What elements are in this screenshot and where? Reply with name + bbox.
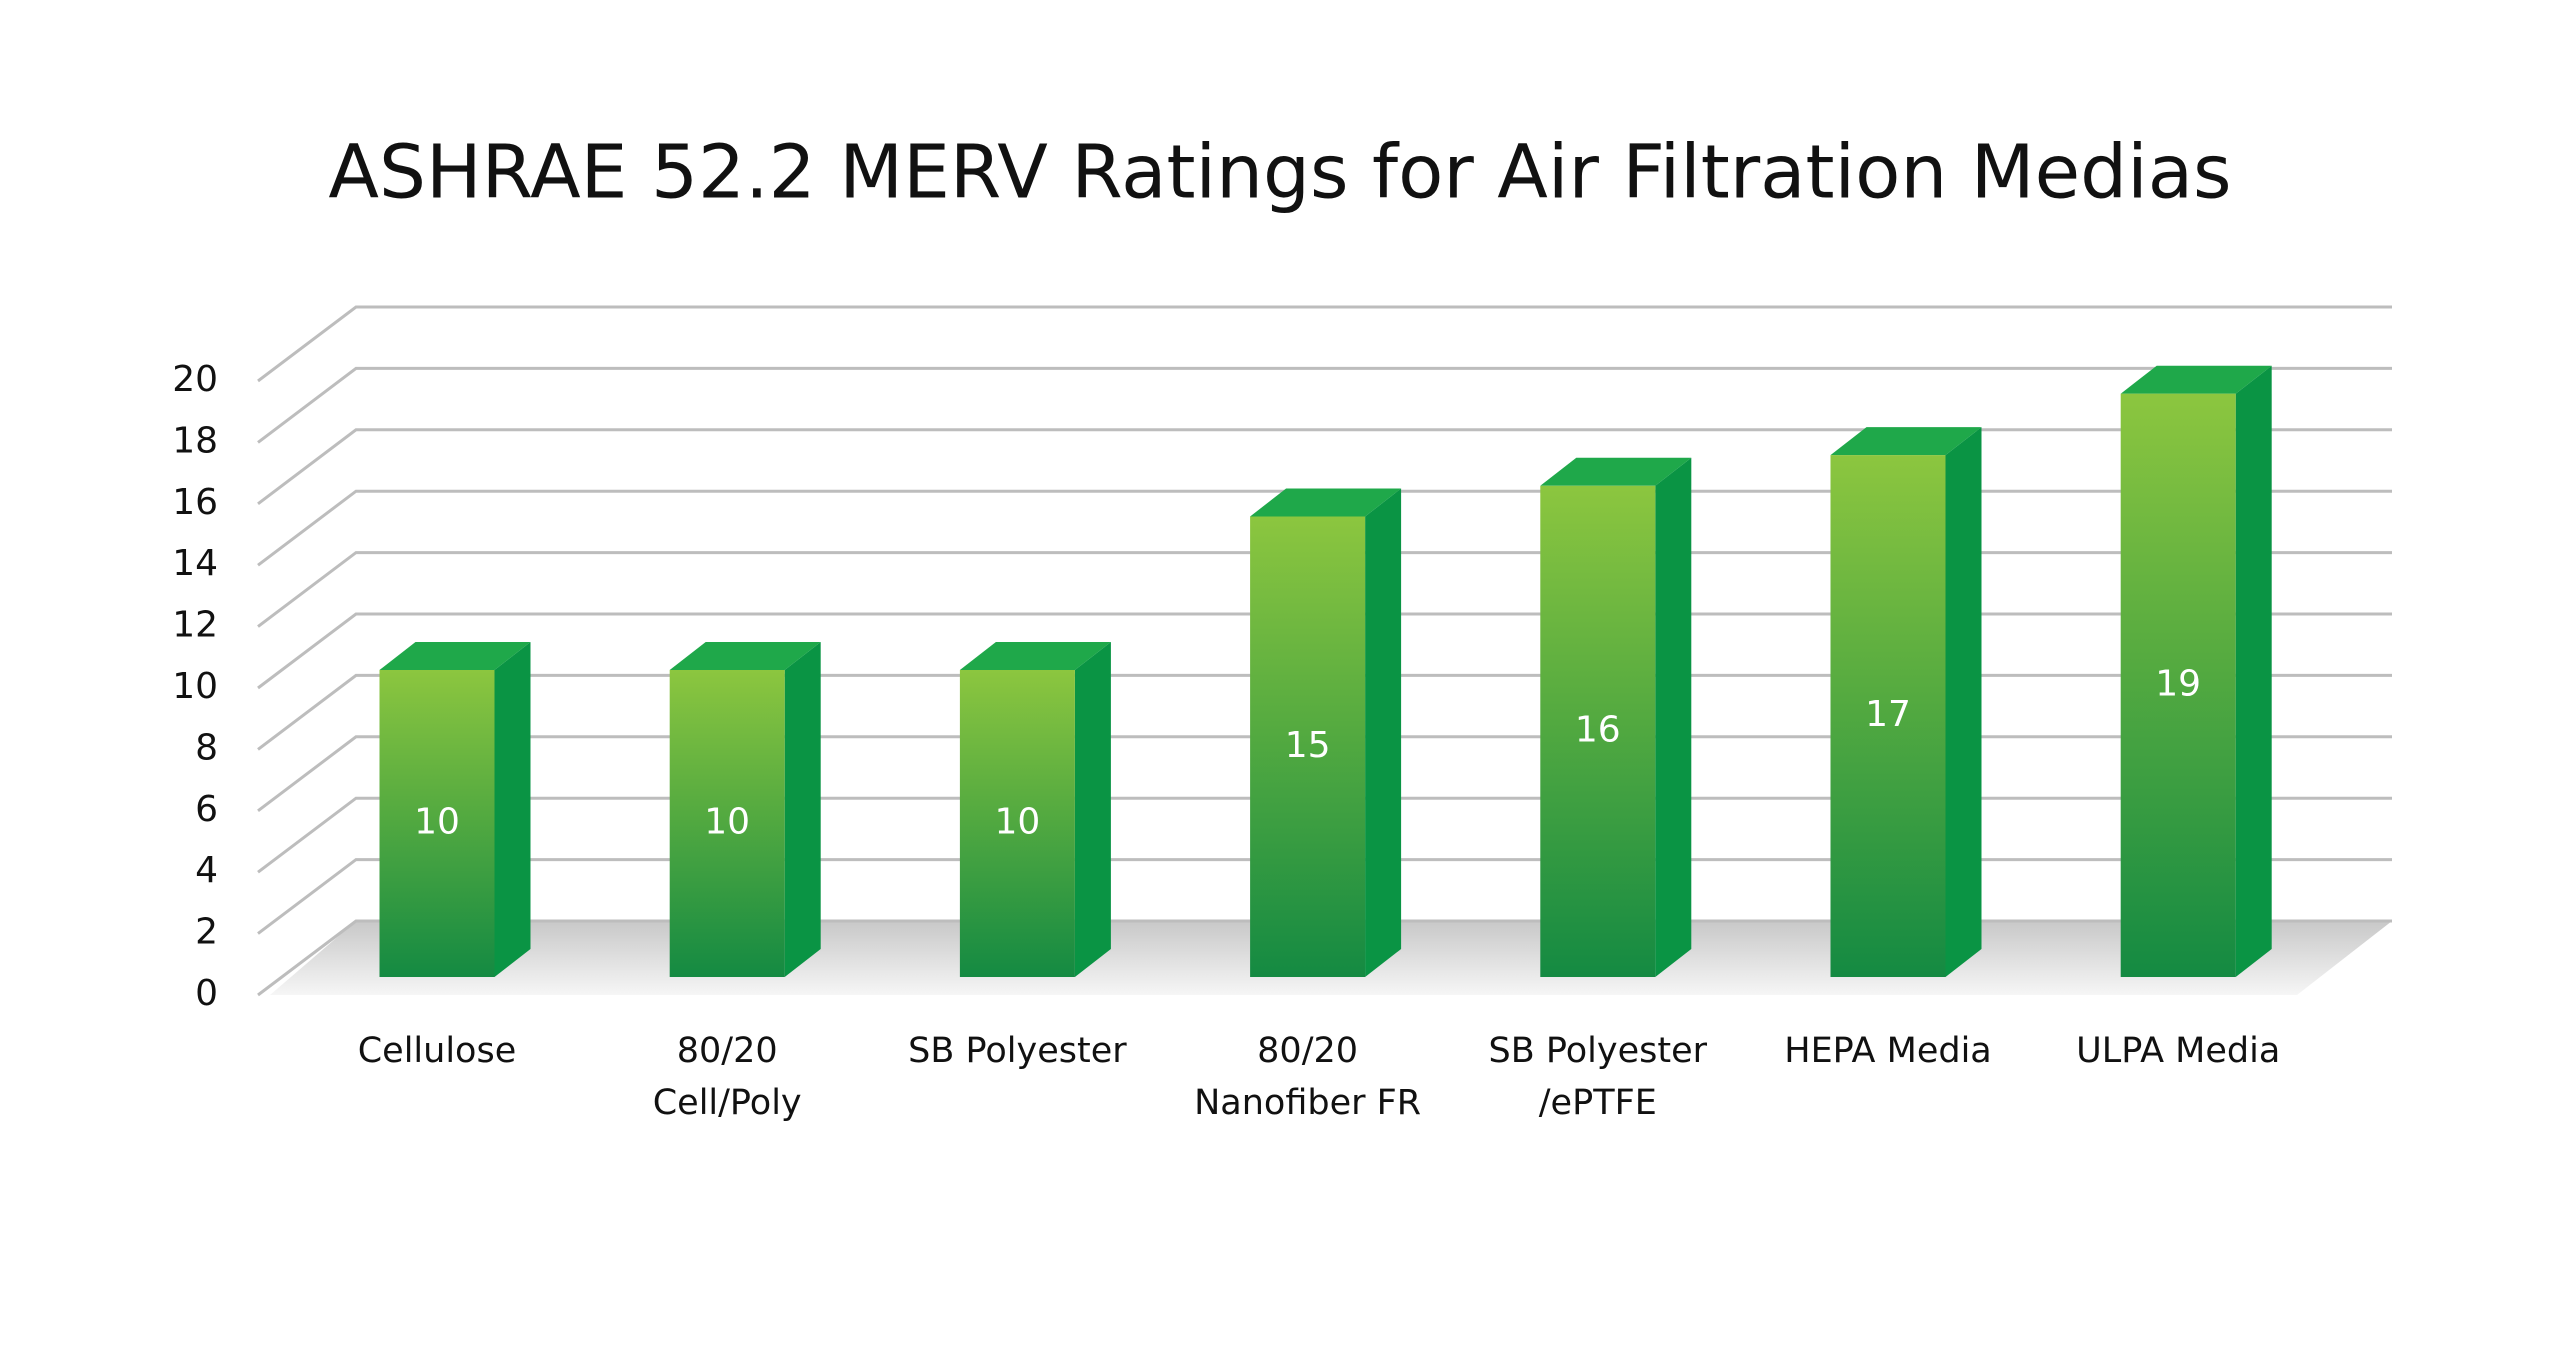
x-tick-label: SB Polyester /ePTFE <box>1488 1031 1708 1123</box>
y-tick-label: 12 <box>172 605 218 646</box>
chart-title: ASHRAE 52.2 MERV Ratings for Air Filtrat… <box>328 130 2231 216</box>
y-tick-label: 8 <box>195 727 218 768</box>
y-tick-label: 10 <box>172 666 218 707</box>
bar <box>1250 516 1366 977</box>
bar <box>379 670 495 977</box>
y-tick-label: 2 <box>195 912 218 953</box>
x-tick-label: SB Polyester <box>908 1031 1127 1071</box>
bar-top <box>1540 457 1692 486</box>
x-tick-label: 80/20 Nanofiber FR <box>1194 1031 1422 1123</box>
grid-line <box>257 612 2392 690</box>
bar <box>959 670 1075 977</box>
bar <box>669 670 785 977</box>
bar-top <box>959 642 1111 670</box>
grid-line <box>257 366 2392 444</box>
bar-side <box>784 642 821 977</box>
x-tick-label: HEPA Media <box>1784 1031 1992 1071</box>
x-tick-label: ULPA Media <box>2076 1031 2281 1071</box>
grid-line <box>257 489 2392 567</box>
y-tick-label: 4 <box>195 850 218 891</box>
y-tick-label: 18 <box>172 420 218 461</box>
value-label: 10 <box>414 802 460 843</box>
bar-top <box>1250 488 1402 517</box>
y-tick-label: 14 <box>172 543 218 584</box>
x-tick-label: Cellulose <box>357 1031 517 1071</box>
grid-line <box>257 428 2392 505</box>
bar <box>2120 393 2236 977</box>
bar-side <box>1945 427 1982 978</box>
bar-side <box>1655 457 1692 977</box>
bar-side <box>2235 365 2272 977</box>
value-label: 15 <box>1285 725 1331 766</box>
grid-line <box>257 919 2392 997</box>
bar <box>1830 455 1946 978</box>
bar-side <box>1074 642 1111 977</box>
grid-line <box>257 735 2392 812</box>
x-tick-label: 80/20 Cell/Poly <box>652 1031 802 1123</box>
grid-line <box>257 551 2392 628</box>
grid-line <box>257 305 2392 383</box>
value-label: 10 <box>994 802 1040 843</box>
y-tick-label: 20 <box>172 359 218 400</box>
y-tick-label: 6 <box>195 789 218 830</box>
value-label: 10 <box>704 802 750 843</box>
bar-top <box>379 642 531 670</box>
bar <box>1540 485 1656 977</box>
value-label: 19 <box>2155 663 2201 704</box>
value-label: 16 <box>1575 709 1621 750</box>
value-label: 17 <box>1865 694 1911 735</box>
y-tick-label: 0 <box>195 973 218 1014</box>
bar-side <box>494 642 531 977</box>
grid-line <box>257 858 2392 935</box>
grid-line <box>257 673 2392 751</box>
grid-line <box>257 796 2392 874</box>
bar-top <box>2120 365 2272 394</box>
bar-top <box>1830 427 1982 456</box>
y-tick-label: 16 <box>172 482 218 523</box>
bar-top <box>669 642 821 670</box>
bar-side <box>1365 488 1402 977</box>
